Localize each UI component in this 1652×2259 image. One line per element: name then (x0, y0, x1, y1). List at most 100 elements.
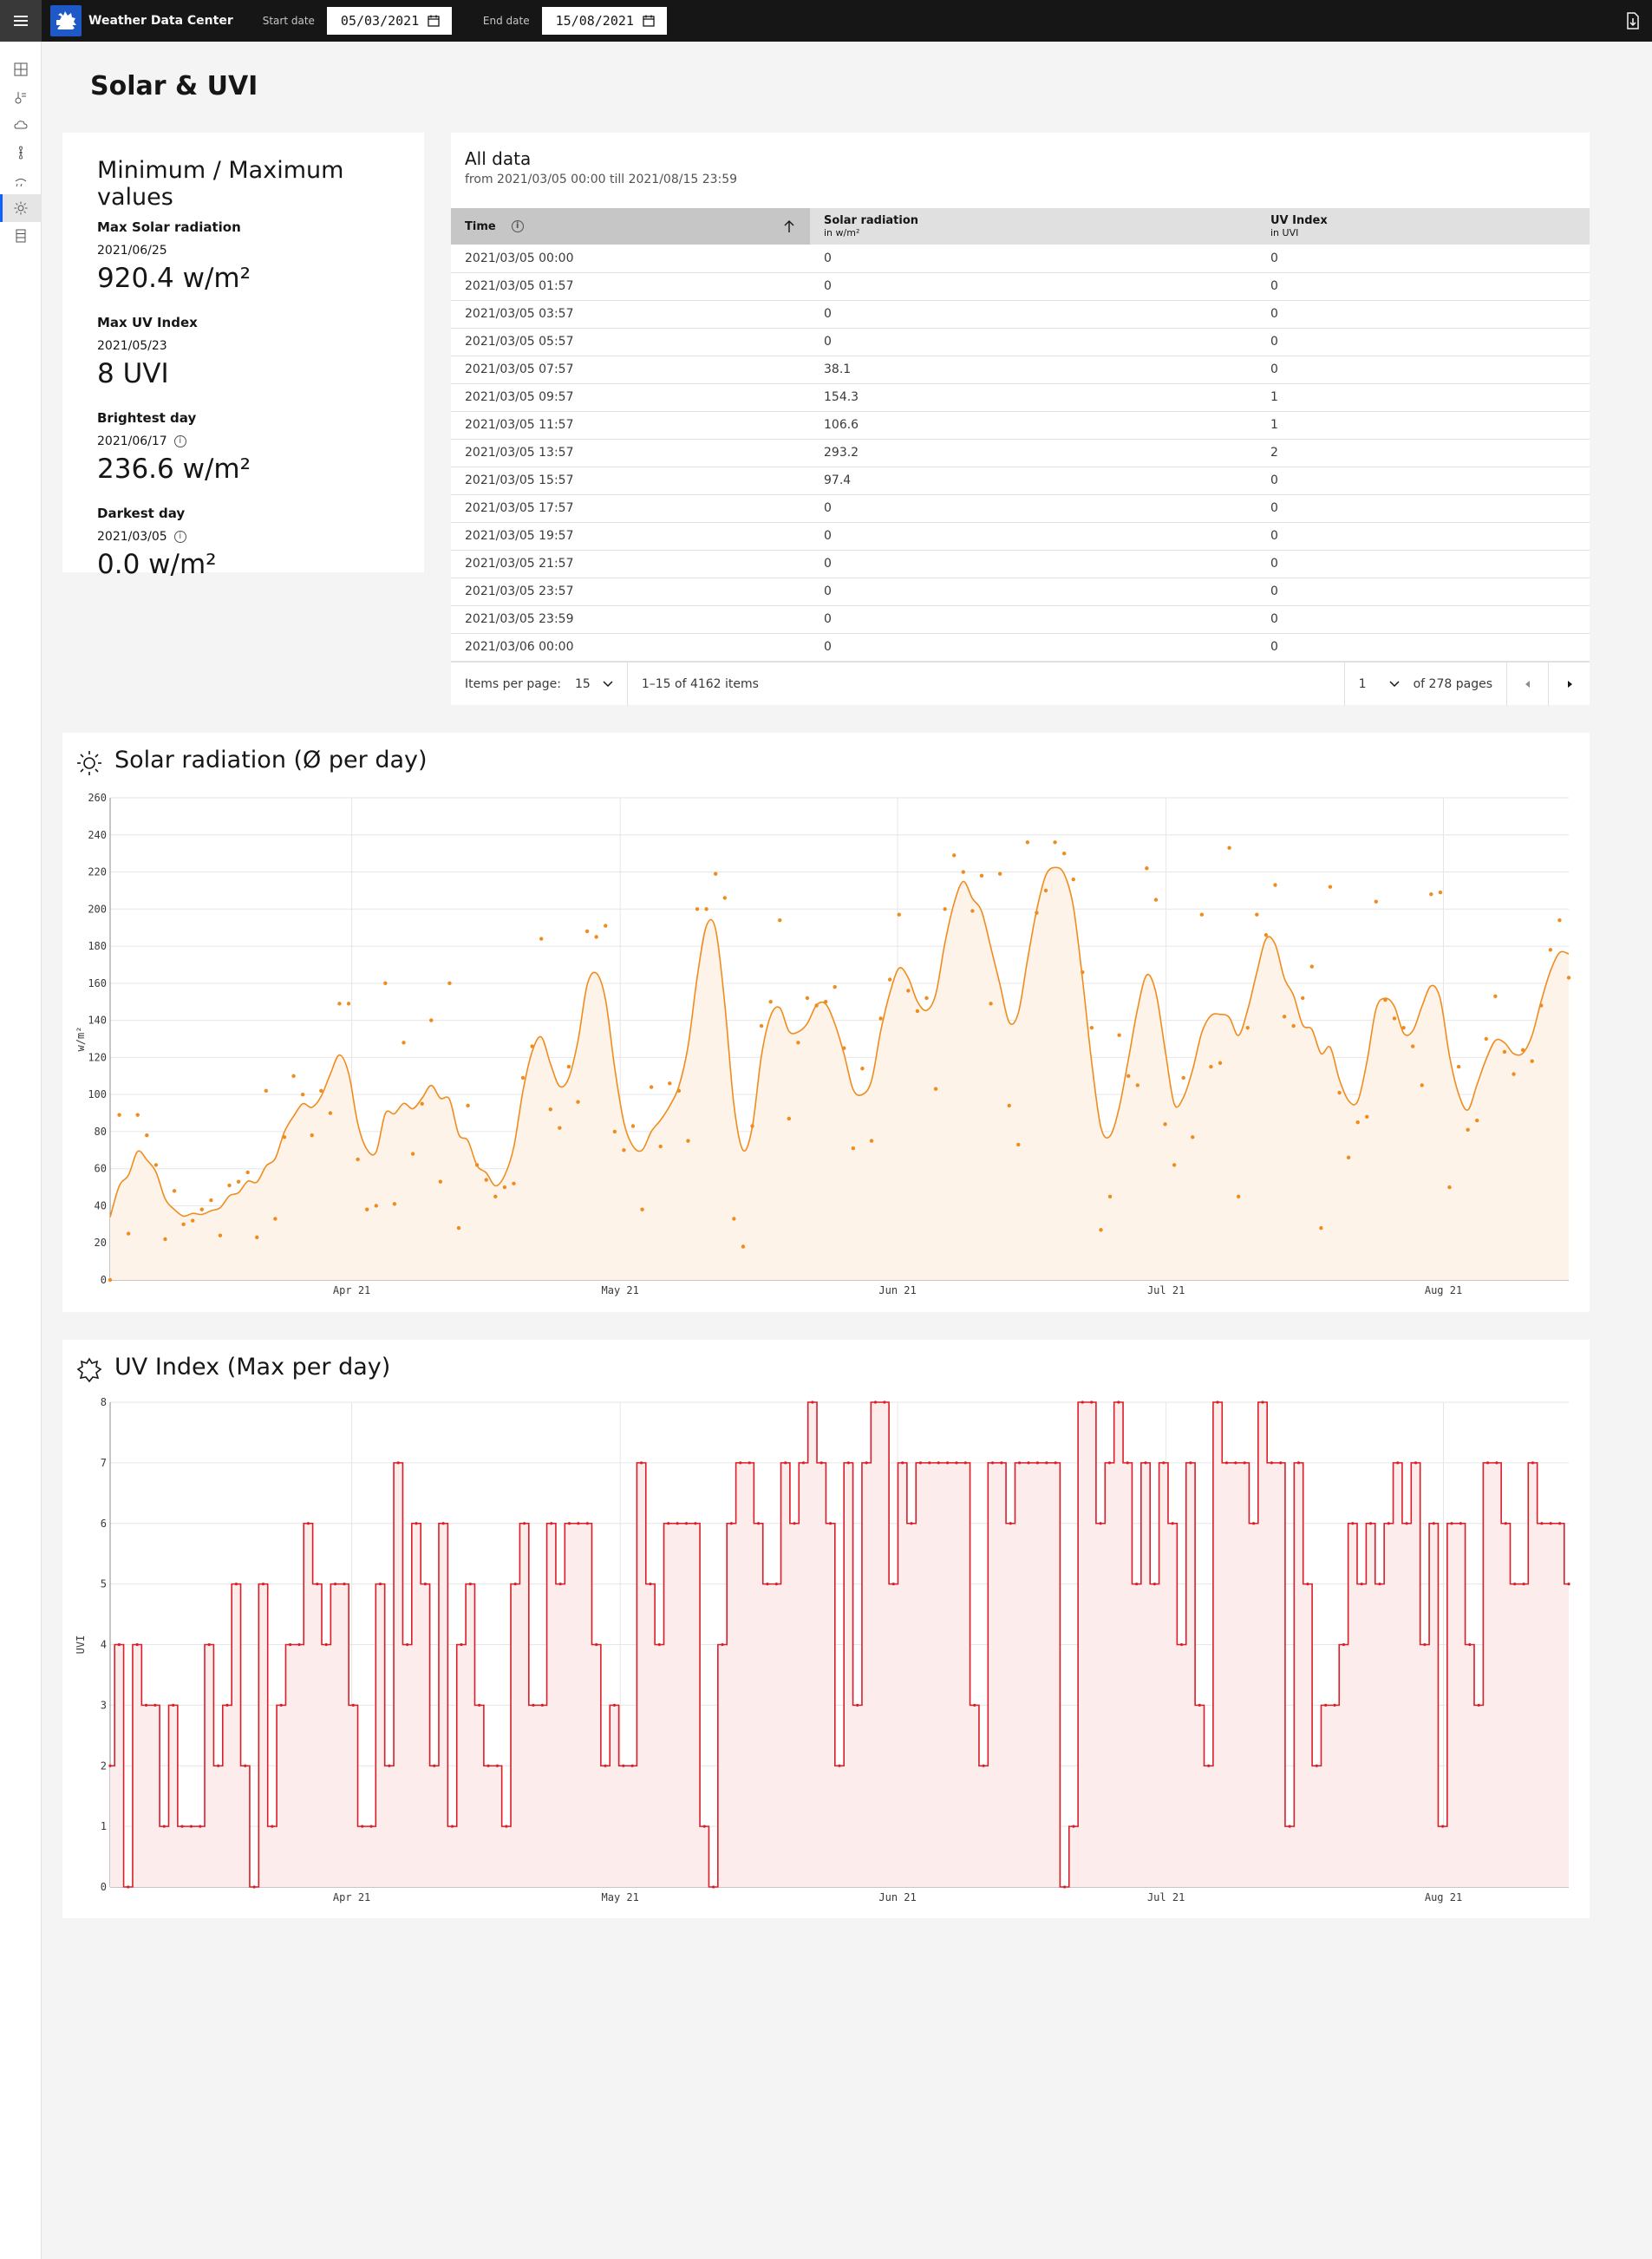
data-point[interactable] (865, 1461, 868, 1465)
data-point[interactable] (774, 1583, 778, 1586)
information-icon[interactable]: i (173, 435, 186, 447)
data-point[interactable] (343, 1583, 346, 1586)
data-point[interactable] (261, 1583, 265, 1586)
data-point[interactable] (567, 1522, 571, 1525)
data-point[interactable] (225, 1703, 229, 1707)
data-point[interactable] (768, 1000, 773, 1004)
data-point[interactable] (732, 1217, 736, 1221)
data-point[interactable] (189, 1825, 193, 1828)
data-point[interactable] (982, 1764, 985, 1767)
data-point[interactable] (1405, 1522, 1408, 1525)
data-point[interactable] (1328, 885, 1333, 889)
nav-item-cloud[interactable] (0, 111, 42, 139)
data-point[interactable] (415, 1522, 418, 1525)
data-point[interactable] (1025, 840, 1030, 845)
data-point[interactable] (523, 1522, 526, 1525)
data-point[interactable] (209, 1198, 213, 1203)
data-point[interactable] (1387, 1522, 1390, 1525)
data-point[interactable] (1279, 1461, 1283, 1465)
data-point[interactable] (540, 1703, 544, 1707)
data-point[interactable] (933, 1087, 938, 1091)
data-point[interactable] (819, 1461, 823, 1465)
data-point[interactable] (604, 1764, 607, 1767)
data-point[interactable] (1163, 1122, 1167, 1126)
data-point[interactable] (1135, 1083, 1140, 1087)
data-point[interactable] (1548, 948, 1553, 952)
data-point[interactable] (1337, 1090, 1342, 1095)
data-point[interactable] (297, 1642, 301, 1647)
data-point[interactable] (117, 1642, 121, 1647)
data-point[interactable] (236, 1179, 241, 1184)
data-point[interactable] (576, 1100, 580, 1104)
data-point[interactable] (1504, 1522, 1507, 1525)
data-point[interactable] (695, 907, 700, 911)
data-point[interactable] (1360, 1583, 1363, 1586)
data-point[interactable] (227, 1183, 232, 1188)
data-point[interactable] (1236, 1194, 1241, 1198)
data-point[interactable] (279, 1703, 283, 1707)
data-point[interactable] (234, 1583, 238, 1586)
data-point[interactable] (447, 981, 452, 986)
data-point[interactable] (1493, 994, 1498, 999)
data-point[interactable] (441, 1522, 445, 1525)
data-point[interactable] (207, 1642, 211, 1647)
data-point[interactable] (990, 1461, 995, 1465)
data-point[interactable] (1466, 1127, 1470, 1132)
data-point[interactable] (1035, 911, 1039, 915)
data-point[interactable] (484, 1178, 488, 1182)
data-point[interactable] (604, 924, 608, 928)
information-icon[interactable]: i (511, 220, 524, 232)
data-point[interactable] (1018, 1461, 1022, 1465)
data-point[interactable] (1539, 1003, 1544, 1008)
data-point[interactable] (1423, 1642, 1427, 1647)
data-point[interactable] (612, 1129, 617, 1134)
data-point[interactable] (1355, 1120, 1360, 1125)
data-point[interactable] (1089, 1025, 1094, 1030)
data-point[interactable] (1365, 1114, 1369, 1120)
data-point[interactable] (640, 1207, 644, 1211)
data-point[interactable] (1145, 866, 1149, 871)
data-point[interactable] (594, 935, 598, 939)
data-point[interactable] (548, 1107, 552, 1112)
data-point[interactable] (1502, 1049, 1507, 1054)
data-point[interactable] (1016, 1142, 1021, 1147)
data-point[interactable] (108, 1764, 112, 1767)
data-point[interactable] (897, 912, 901, 917)
data-point[interactable] (1477, 1703, 1480, 1707)
data-point[interactable] (505, 1825, 508, 1828)
data-point[interactable] (952, 853, 957, 858)
data-point[interactable] (1414, 1461, 1418, 1465)
calendar-icon[interactable] (428, 15, 440, 27)
data-point[interactable] (686, 1139, 690, 1143)
data-point[interactable] (1081, 970, 1085, 975)
document-export-icon[interactable] (1623, 10, 1643, 31)
data-point[interactable] (1152, 1583, 1156, 1586)
data-point[interactable] (945, 1461, 950, 1465)
data-point[interactable] (264, 1088, 269, 1094)
data-point[interactable] (1530, 1059, 1534, 1063)
data-point[interactable] (963, 1461, 967, 1465)
data-point[interactable] (1209, 1064, 1213, 1069)
data-point[interactable] (1324, 1703, 1328, 1707)
data-point[interactable] (793, 1522, 796, 1525)
data-point[interactable] (869, 1139, 874, 1143)
data-point[interactable] (1099, 1228, 1103, 1232)
data-point[interactable] (252, 1885, 256, 1889)
arrow-up-icon[interactable] (782, 219, 796, 233)
data-point[interactable] (1273, 883, 1277, 887)
data-point[interactable] (1245, 1025, 1250, 1030)
data-point[interactable] (1126, 1461, 1129, 1465)
data-point[interactable] (778, 917, 782, 923)
data-point[interactable] (1000, 1461, 1003, 1465)
data-point[interactable] (199, 1825, 202, 1828)
data-point[interactable] (478, 1703, 481, 1707)
page-select[interactable]: 1 (1343, 662, 1414, 706)
data-point[interactable] (1027, 1461, 1030, 1465)
data-point[interactable] (127, 1885, 130, 1889)
data-point[interactable] (369, 1825, 373, 1828)
data-point[interactable] (1126, 1074, 1131, 1078)
data-point[interactable] (392, 1202, 397, 1206)
data-point[interactable] (1071, 877, 1075, 882)
data-point[interactable] (1144, 1461, 1147, 1465)
data-point[interactable] (915, 1009, 920, 1014)
